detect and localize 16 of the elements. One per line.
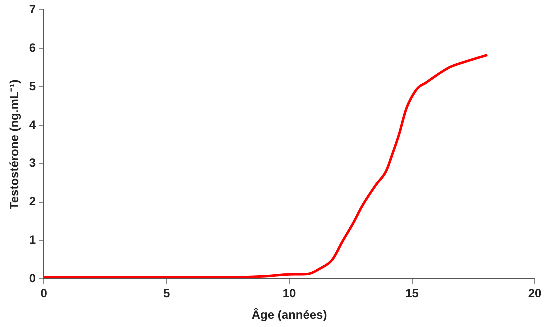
x-tick-label: 20 [528,286,542,301]
y-tick-label: 7 [29,2,36,17]
y-axis-title: Testostérone (ng.mL⁻¹) [8,80,22,210]
x-tick-label: 15 [406,286,420,301]
line-series [44,54,489,279]
x-axis-title: Âge (années) [252,308,328,322]
x-tick-label: 5 [163,286,170,301]
y-tick-label: 0 [29,272,36,286]
x-tick-label: 10 [282,286,297,301]
y-tick-label: 2 [29,194,36,209]
y-tick-label: 6 [29,40,36,55]
y-tick-label: 1 [29,233,36,248]
y-tick-label: 3 [29,156,36,170]
y-tick-label: 5 [29,79,36,94]
x-tick-label: 0 [40,286,48,301]
y-tick-label: 4 [29,118,36,132]
